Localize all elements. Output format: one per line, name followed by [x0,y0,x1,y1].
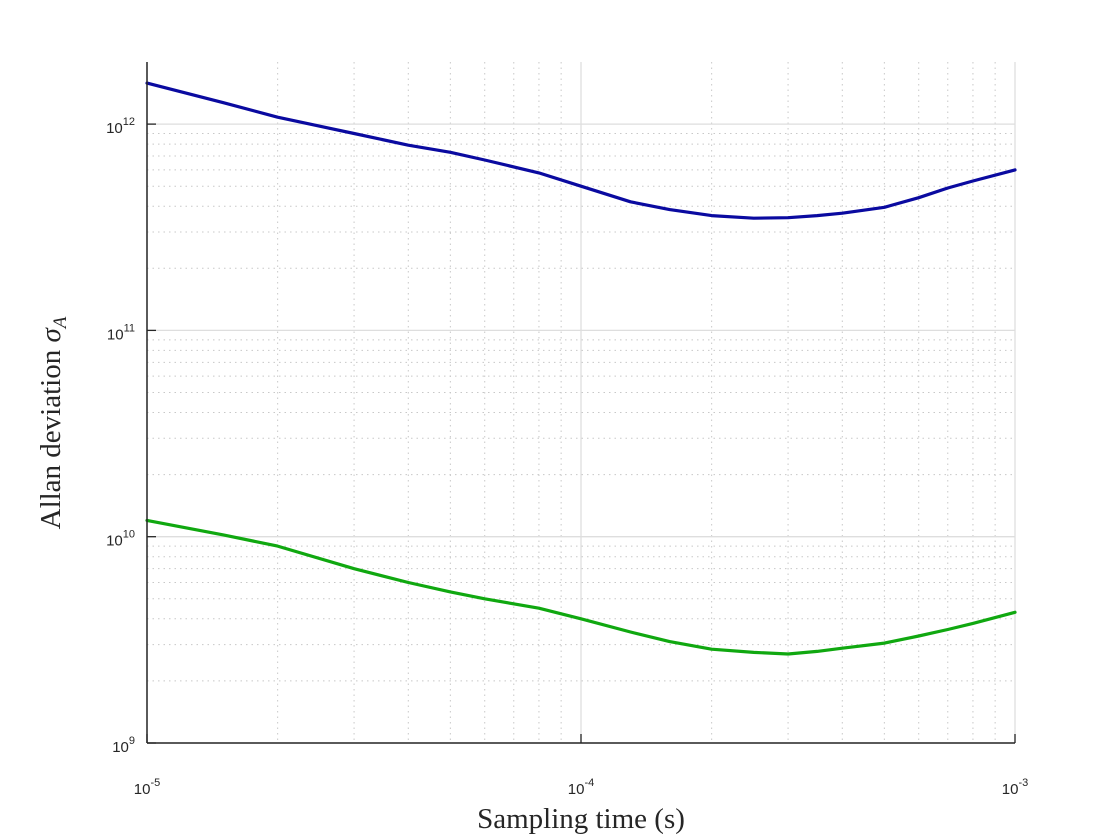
y-tick-label-exponent: 12 [123,116,135,128]
y-axis-label-text: Allan deviation [35,343,67,530]
x-tick-label-base: 10 [1002,781,1019,798]
y-tick-label: 1010 [106,529,135,550]
x-tick-label: 10-4 [568,777,594,798]
y-axis-label-symbol: σ [35,327,67,343]
x-tick-label: 10-3 [1002,777,1028,798]
y-tick-label-base: 10 [112,739,129,756]
y-tick-label-exponent: 11 [124,322,135,334]
series-layer [145,81,1017,656]
x-tick-label-exponent: -4 [584,777,594,789]
x-tick-label-exponent: -5 [150,777,160,789]
y-tick-label-base: 10 [106,533,123,550]
y-axis-label-subscript: A [50,316,71,330]
x-tick-label-base: 10 [134,781,151,798]
x-tick-label-exponent: -3 [1018,777,1028,789]
y-tick-label-exponent: 9 [129,735,135,747]
x-axis-label: Sampling time (s) [477,803,685,835]
y-axis-label: Allan deviation σA [35,316,71,529]
y-tick-label: 1012 [106,116,135,137]
y-tick-label-base: 10 [107,326,124,343]
series-2-line [145,518,1017,656]
series-1-line [145,81,1017,220]
x-tick-label: 10-5 [134,777,160,798]
y-tick-label: 1011 [107,322,135,343]
y-tick-label-base: 10 [106,120,123,137]
y-tick-label: 109 [112,735,135,756]
x-tick-label-base: 10 [568,781,585,798]
y-tick-label-exponent: 10 [123,529,135,541]
